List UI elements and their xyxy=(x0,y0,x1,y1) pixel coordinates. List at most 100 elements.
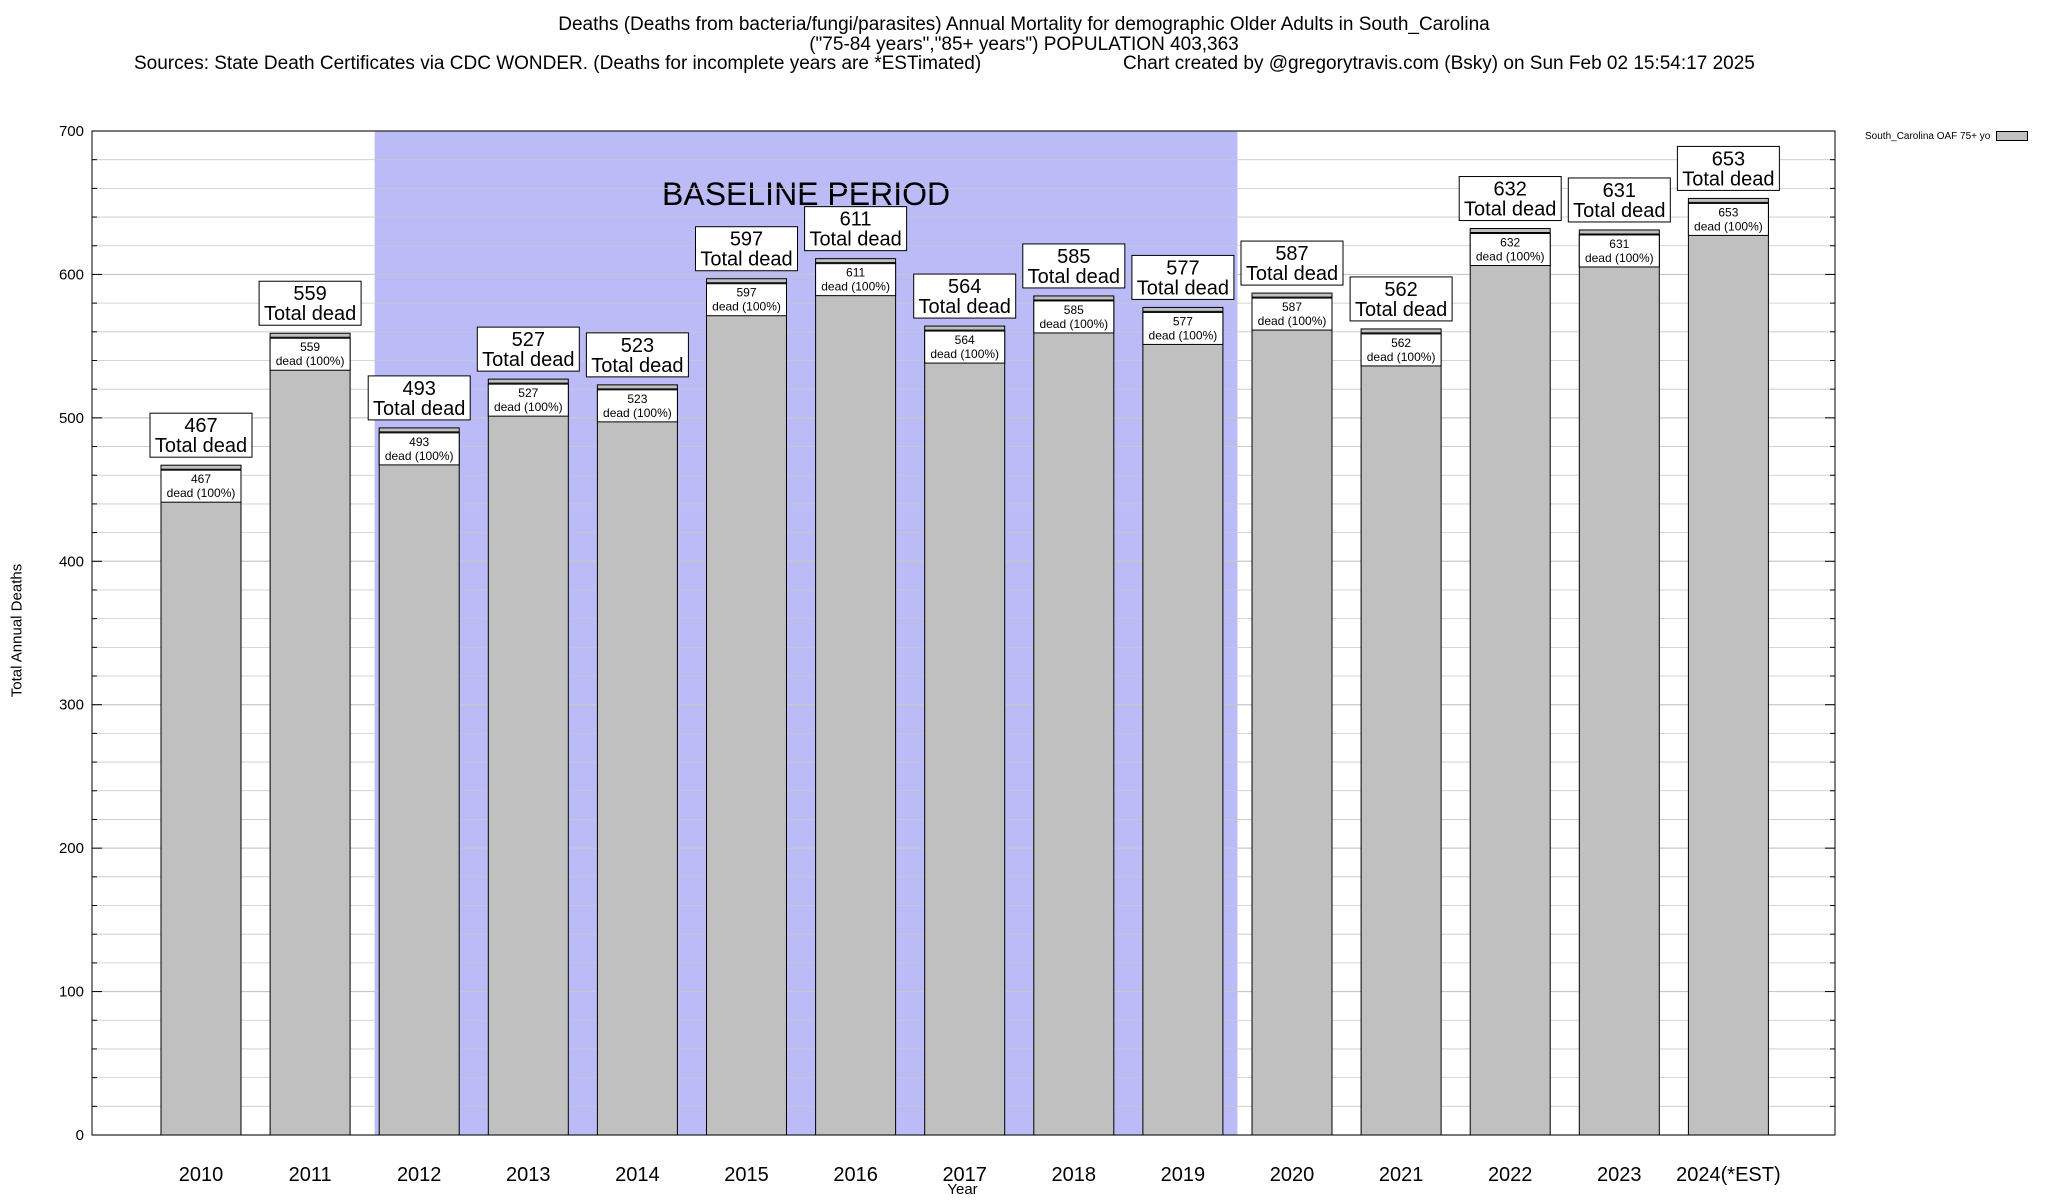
bar xyxy=(706,278,787,1136)
legend-label: South_Carolina OAF 75+ yo xyxy=(1865,131,1991,142)
y-tick-label: 300 xyxy=(59,697,84,714)
bar xyxy=(1251,292,1333,1136)
bar-inner-caption: dead (100%) xyxy=(276,354,345,368)
bar-inner-caption: dead (100%) xyxy=(1258,314,1327,328)
bar xyxy=(1469,228,1551,1136)
bar-total-label-box xyxy=(258,280,362,326)
x-tick-label: 2024(*EST) xyxy=(1676,1164,1781,1186)
bar-total-label-box xyxy=(585,332,689,378)
x-axis: 2010 2011 2012 2013 2014 2015 2016 2017 2018 2019… xyxy=(179,1164,1781,1186)
bar-inner-value: 585 xyxy=(1064,303,1084,317)
bar-total-label-box xyxy=(367,375,471,421)
bar xyxy=(1578,229,1660,1136)
bar-total-value: 611 xyxy=(840,209,872,231)
bar-inner-value: 577 xyxy=(1173,314,1193,328)
bar-total-caption: Total dead xyxy=(809,229,901,251)
bar-total-caption: Total dead xyxy=(1028,266,1120,288)
bar-inner-caption: dead (100%) xyxy=(1585,251,1654,265)
bar-inner-label-box xyxy=(487,383,569,417)
bar-total-label-box xyxy=(1567,177,1671,223)
baseline-label: BASELINE PERIOD xyxy=(662,176,950,212)
bar-inner-caption: dead (100%) xyxy=(1367,350,1436,364)
bar-total-value: 562 xyxy=(1384,279,1417,301)
bar xyxy=(487,378,569,1136)
bar xyxy=(1360,328,1442,1136)
x-tick-label: 2015 xyxy=(724,1164,769,1186)
bar-inner-caption: dead (100%) xyxy=(494,400,563,414)
bar-total-label-box xyxy=(1240,240,1344,286)
bar-total-label-box xyxy=(149,412,253,458)
x-tick-label: 2017 xyxy=(942,1164,987,1186)
y-tick-label: 400 xyxy=(59,553,84,570)
bar-inner-value: 559 xyxy=(300,340,320,354)
bar xyxy=(160,464,242,1136)
bar-total-caption: Total dead xyxy=(1246,263,1338,285)
bar-total-caption: Total dead xyxy=(1682,168,1774,190)
bar-total-value: 597 xyxy=(730,229,763,251)
bar-total-label-box xyxy=(1458,176,1562,222)
x-tick-label: 2016 xyxy=(833,1164,878,1186)
x-tick-label: 2013 xyxy=(506,1164,551,1186)
chart-title-line-1: Deaths (Deaths from bacteria/fungi/paras… xyxy=(558,14,1490,35)
x-axis-label: Year xyxy=(947,1181,978,1198)
x-tick-label: 2019 xyxy=(1161,1164,1206,1186)
bar-inner-caption: dead (100%) xyxy=(167,486,236,500)
bar xyxy=(815,258,897,1136)
bar-inner-label-box xyxy=(269,337,351,371)
bar-total-value: 527 xyxy=(512,329,545,351)
bar-inner-label-box xyxy=(1469,233,1551,267)
y-tick-label: 200 xyxy=(59,840,84,857)
y-tick-label: 100 xyxy=(59,984,84,1001)
bar-inner-value: 611 xyxy=(846,266,865,280)
bar-total-value: 577 xyxy=(1166,257,1199,279)
bar-total-caption: Total dead xyxy=(919,296,1011,318)
bar-inner-value: 564 xyxy=(955,333,975,347)
bar-total-value: 632 xyxy=(1494,179,1527,201)
bar-inner-caption: dead (100%) xyxy=(1694,219,1763,233)
bar-total-caption: Total dead xyxy=(1464,199,1556,221)
bar-inner-value: 587 xyxy=(1282,300,1302,314)
x-tick-label: 2021 xyxy=(1379,1164,1424,1186)
legend: South_Carolina OAF 75+ yo xyxy=(1865,131,2029,142)
bar-total-value: 585 xyxy=(1057,246,1090,268)
bar-inner-caption: dead (100%) xyxy=(1039,317,1108,331)
bar-inner-label-box xyxy=(924,330,1006,364)
bar-inner-value: 653 xyxy=(1718,205,1738,219)
bar-inner-label-box xyxy=(1251,297,1333,331)
bar-total-caption: Total dead xyxy=(373,398,465,420)
sources-text: Sources: State Death Certificates via CD… xyxy=(134,53,982,74)
bar-inner-value: 562 xyxy=(1391,336,1411,350)
x-tick-label: 2014 xyxy=(615,1164,660,1186)
bar-inner-label-box xyxy=(1142,311,1224,345)
bar-total-value: 653 xyxy=(1712,148,1745,170)
bar-total-label-box xyxy=(1349,276,1453,322)
credit-text: Chart created by @gregorytravis.com (Bsk… xyxy=(1123,53,1755,74)
bar-inner-label-box xyxy=(160,469,242,503)
bar-total-value: 564 xyxy=(948,276,981,298)
bar-inner-value: 631 xyxy=(1609,237,1629,251)
bar-inner-value: 527 xyxy=(518,386,538,400)
bar-total-label-box xyxy=(695,226,798,272)
y-tick-label: 700 xyxy=(59,123,84,140)
x-tick-label: 2010 xyxy=(179,1164,224,1186)
x-tick-label: 2012 xyxy=(397,1164,442,1186)
bar-inner-label-box xyxy=(378,432,460,466)
bar-total-label-box xyxy=(913,273,1017,319)
x-tick-label: 2018 xyxy=(1052,1164,1097,1186)
bar-total-label-box xyxy=(804,206,908,252)
bar xyxy=(1033,295,1115,1136)
bar-inner-caption: dead (100%) xyxy=(385,449,454,463)
bar-inner-value: 493 xyxy=(409,435,429,449)
bar-inner-label-box xyxy=(596,389,678,423)
bar-total-caption: Total dead xyxy=(155,435,247,457)
bar-inner-label-box xyxy=(1578,234,1660,268)
y-tick-label: 500 xyxy=(59,410,84,427)
bar-inner-label-box xyxy=(815,263,897,297)
y-tick-label: 0 xyxy=(76,1127,84,1144)
bar-inner-caption: dead (100%) xyxy=(603,406,672,420)
bar-total-caption: Total dead xyxy=(1573,200,1665,222)
bar-inner-label-box xyxy=(1360,333,1442,367)
bar-total-value: 587 xyxy=(1275,243,1308,265)
